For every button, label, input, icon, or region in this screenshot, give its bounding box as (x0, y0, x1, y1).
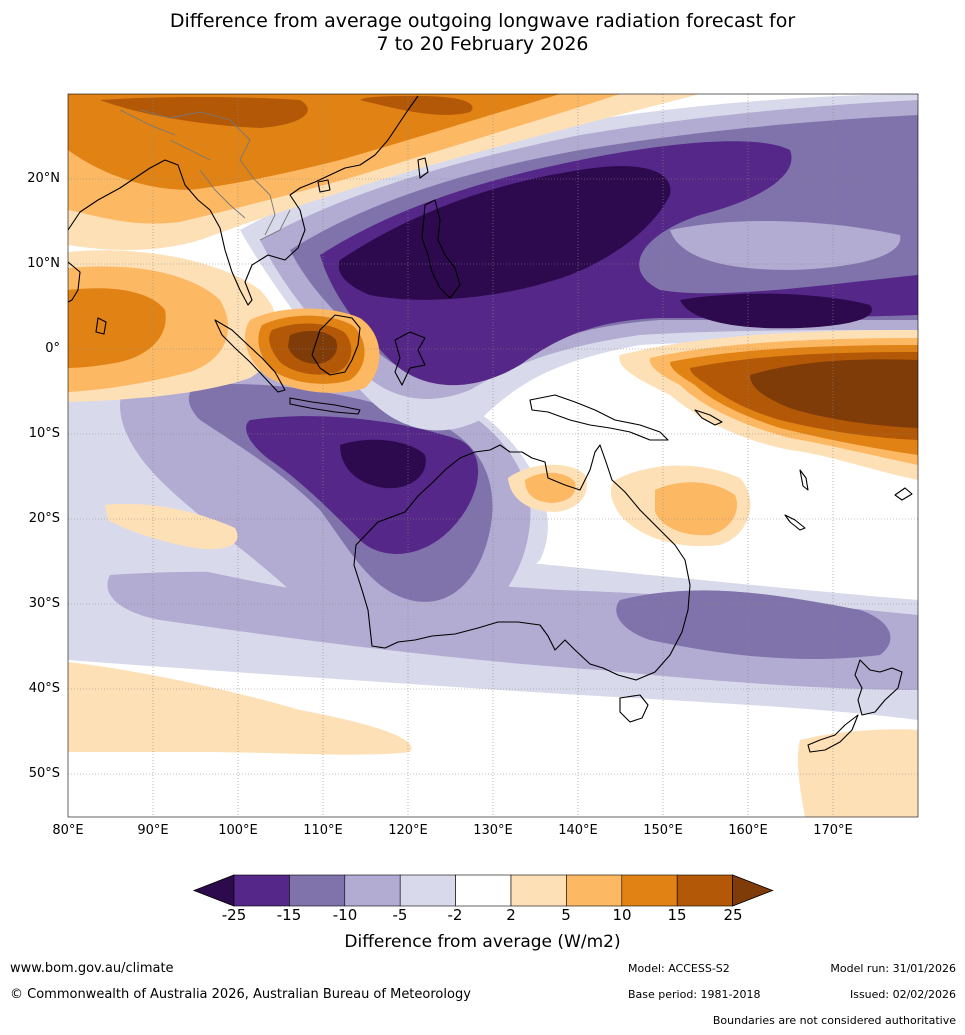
taiwan-coastline (417, 157, 429, 179)
sulawesi-coastline (394, 331, 426, 386)
colorbar-swatch (289, 874, 346, 907)
lat-label-0: 0° (45, 341, 60, 356)
borneo-coastline (311, 314, 361, 376)
fiji-coastline (894, 487, 913, 501)
colorbar-swatch (566, 874, 623, 907)
lat-label-20s: 20°S (28, 511, 60, 526)
anomaly-darkest-purple-east (680, 293, 872, 329)
title-line-1: Difference from average outgoing longwav… (169, 10, 796, 32)
colorbar-tick-label: 15 (667, 906, 687, 924)
anomaly-dark-purple-east-australia (616, 590, 891, 660)
lat-label-20n: 20°N (27, 171, 60, 186)
new-guinea-coastline (529, 394, 669, 441)
colorbar-extend-high (732, 874, 774, 907)
sri-lanka-coastline (95, 317, 107, 335)
anomaly-darkest-brown-pacific-eq (750, 359, 918, 428)
asia-borders (119, 109, 291, 241)
anomaly-darkest-purple-philippines (338, 166, 671, 300)
colorbar-swatch (233, 874, 290, 907)
anomaly-deep-purple-indian (246, 416, 479, 554)
lon-label-80e: 80°E (52, 823, 84, 838)
colorbar-swatch (510, 874, 567, 907)
colorbar-tick-label: 25 (723, 906, 743, 924)
lon-label-120e: 120°E (388, 823, 428, 838)
issued-text: Issued: 02/02/2026 (849, 988, 956, 1001)
anomaly-darkest-purple-indian (340, 439, 426, 489)
model-run-text: Model run: 31/01/2026 (830, 962, 956, 975)
anomaly-light-orange-tasman (797, 729, 918, 817)
title-line-2: 7 to 20 February 2026 (376, 33, 589, 55)
anomaly-brown-northwest (100, 97, 308, 128)
australia-coastline (353, 444, 691, 681)
india-coastline (68, 261, 81, 303)
colorbar-tick-label: 5 (561, 906, 571, 924)
colorbar-swatch (455, 874, 512, 907)
java-coastline (289, 397, 361, 415)
vanuatu-coastline (799, 469, 809, 491)
country-borders (119, 109, 291, 241)
philippines-coastline (421, 199, 461, 299)
website-link[interactable]: www.bom.gov.au/climate (10, 961, 174, 976)
sumatra-coastline (214, 319, 286, 393)
anomaly-light-orange-south-indian (68, 662, 412, 755)
solomon-islands-coastline (694, 409, 723, 426)
tasmania-coastline (619, 694, 649, 723)
map-frame (67, 93, 919, 818)
lat-label-50s: 50°S (28, 766, 60, 781)
new-zealand-north-coastline (854, 659, 903, 716)
colorbar-tick-label: 2 (506, 906, 516, 924)
coastlines (68, 95, 913, 753)
anomaly-orange-coral-sea (655, 482, 738, 536)
hainan-coastline (317, 179, 331, 193)
colorbar-tick-label: -2 (447, 906, 463, 924)
colorbar-tick-label: -5 (392, 906, 408, 924)
colorbar-extend-low (192, 874, 235, 907)
lat-label-30s: 30°S (28, 596, 60, 611)
anomaly-dark-orange-indian-eq (68, 288, 166, 368)
lon-label-100e: 100°E (218, 823, 258, 838)
anomaly-light-patch-pacific (670, 220, 901, 270)
lon-label-150e: 150°E (643, 823, 683, 838)
colorbar-title: Difference from average (W/m2) (344, 932, 621, 952)
chart-title: Difference from average outgoing longwav… (0, 10, 965, 56)
colorbar-swatch (399, 874, 456, 907)
new-zealand-south-coastline (807, 714, 859, 753)
colorbar-swatches (192, 874, 774, 907)
base-period-text: Base period: 1981-2018 (628, 988, 761, 1001)
anomaly-light-orange-indian-sw (105, 503, 238, 550)
colorbar-swatch (621, 874, 678, 907)
lon-label-170e: 170°E (813, 823, 853, 838)
model-text: Model: ACCESS-S2 (628, 962, 730, 975)
lon-label-90e: 90°E (137, 823, 169, 838)
asia-mainland-coastline (68, 95, 419, 306)
lon-label-160e: 160°E (728, 823, 768, 838)
olr-anomaly-map (67, 93, 919, 818)
disclaimer-text: Boundaries are not considered authoritat… (712, 1014, 956, 1027)
colorbar-swatch (344, 874, 401, 907)
anomaly-orange-gulf (525, 472, 576, 503)
colorbar-tick-label: -15 (276, 906, 302, 924)
colorbar-tick-label: -25 (221, 906, 247, 924)
anomaly-brown-north (360, 96, 473, 115)
lon-label-140e: 140°E (558, 823, 598, 838)
new-caledonia-coastline (784, 514, 806, 531)
lat-label-10n: 10°N (27, 256, 60, 271)
colorbar-tick-label: 10 (612, 906, 632, 924)
copyright-text: © Commonwealth of Australia 2026, Austra… (10, 987, 471, 1002)
lon-label-110e: 110°E (303, 823, 343, 838)
colorbar-swatch (676, 874, 733, 907)
colorbar-tick-label: -10 (332, 906, 358, 924)
lon-label-130e: 130°E (473, 823, 513, 838)
lat-label-40s: 40°S (28, 681, 60, 696)
graticule (68, 94, 918, 817)
lat-label-10s: 10°S (28, 426, 60, 441)
anomaly-darkest-brown-borneo (288, 330, 338, 364)
